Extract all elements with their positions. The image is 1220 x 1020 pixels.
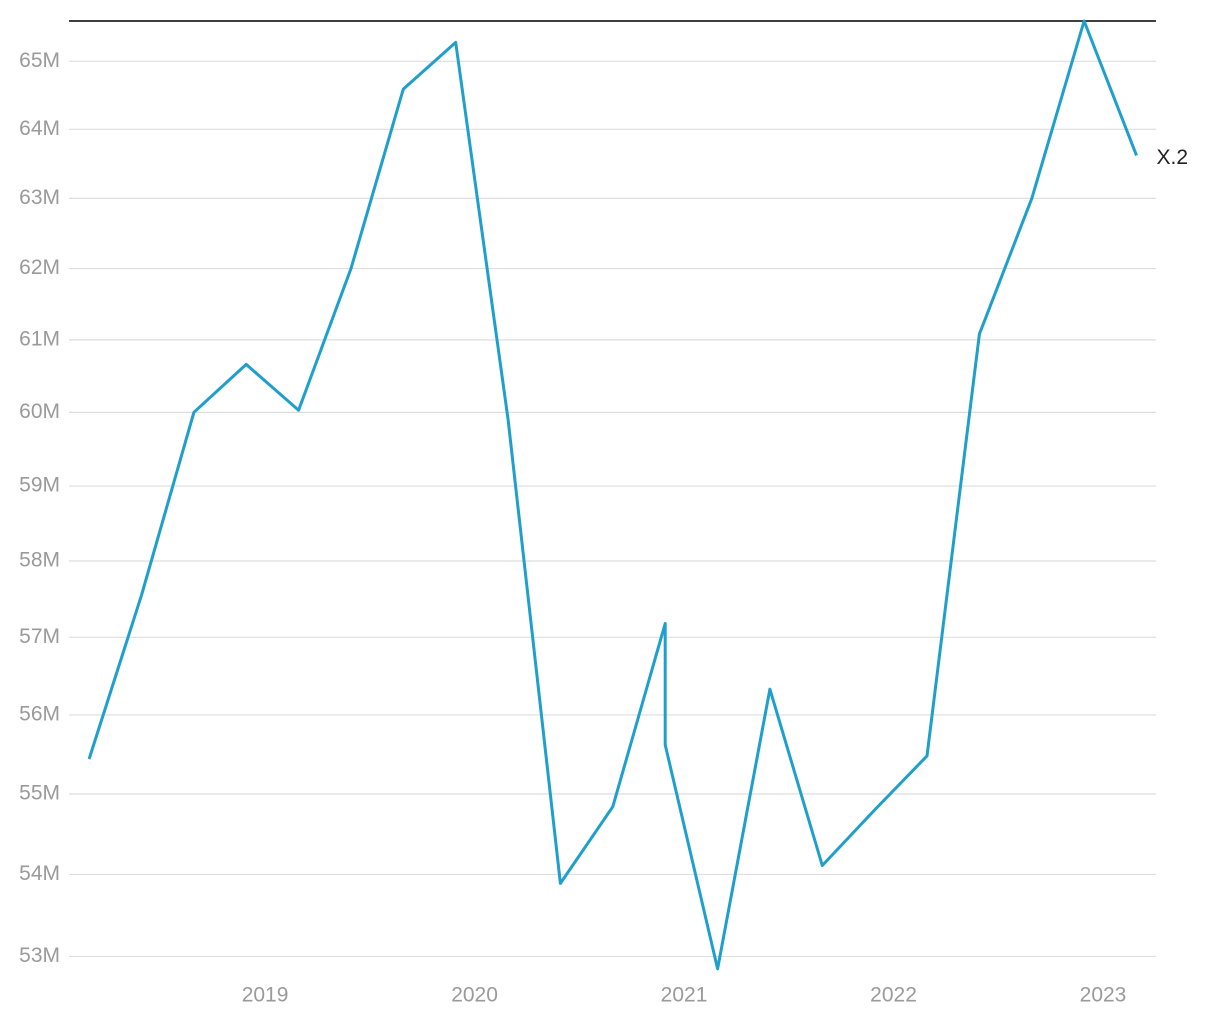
y-tick-label: 58M: [19, 549, 60, 572]
y-tick-label: 65M: [19, 49, 60, 72]
series-label: X.2: [1157, 146, 1189, 169]
y-tick-label: 53M: [19, 944, 60, 967]
line-series: [87, 19, 1138, 971]
y-tick-label: 63M: [19, 186, 60, 209]
x-tick-label: 2023: [1080, 984, 1127, 1007]
y-tick-label: 59M: [19, 474, 60, 497]
y-tick-label: 60M: [19, 400, 60, 423]
y-tick-label: 61M: [19, 327, 60, 350]
y-tick-label: 57M: [19, 625, 60, 648]
x-tick-label: 2022: [870, 984, 917, 1007]
y-tick-label: 55M: [19, 782, 60, 805]
x-tick-label: 2021: [661, 984, 708, 1007]
y-tick-label: 54M: [19, 862, 60, 885]
y-tick-label: 62M: [19, 256, 60, 279]
x-tick-label: 2019: [242, 984, 289, 1007]
y-tick-label: 64M: [19, 117, 60, 140]
x-tick-label: 2020: [451, 984, 498, 1007]
y-tick-label: 56M: [19, 702, 60, 725]
